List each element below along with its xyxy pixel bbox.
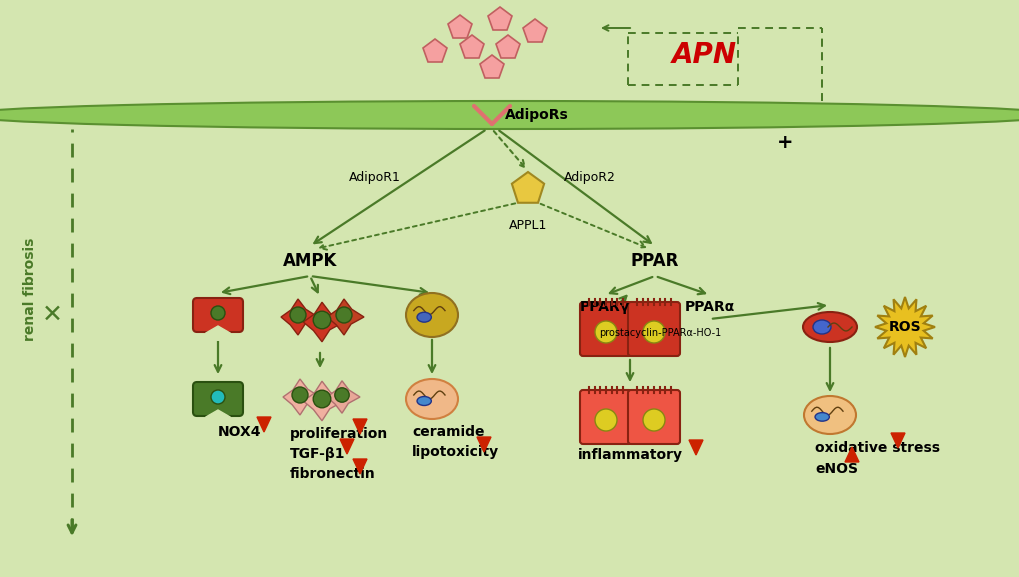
- Polygon shape: [487, 7, 512, 30]
- Circle shape: [211, 306, 225, 320]
- Text: ceramide: ceramide: [412, 425, 484, 439]
- Polygon shape: [523, 19, 546, 42]
- Ellipse shape: [0, 101, 1019, 129]
- Polygon shape: [423, 39, 446, 62]
- Ellipse shape: [814, 413, 828, 421]
- Text: prostacyclin-PPARα-HO-1: prostacyclin-PPARα-HO-1: [598, 328, 720, 338]
- Text: APN: APN: [672, 41, 737, 69]
- Polygon shape: [874, 297, 934, 357]
- Polygon shape: [353, 419, 367, 434]
- FancyBboxPatch shape: [193, 382, 243, 416]
- Text: AdipoR1: AdipoR1: [348, 170, 400, 183]
- Circle shape: [291, 387, 308, 403]
- Ellipse shape: [417, 396, 431, 406]
- Wedge shape: [206, 326, 230, 340]
- Polygon shape: [495, 35, 520, 58]
- Circle shape: [335, 307, 352, 323]
- Circle shape: [594, 409, 616, 431]
- Polygon shape: [477, 437, 490, 452]
- Polygon shape: [480, 55, 503, 78]
- Text: AdipoRs: AdipoRs: [504, 108, 569, 122]
- Circle shape: [289, 307, 306, 323]
- Text: proliferation: proliferation: [289, 427, 388, 441]
- FancyBboxPatch shape: [580, 302, 632, 356]
- Circle shape: [313, 311, 330, 329]
- Ellipse shape: [417, 312, 431, 322]
- Text: TGF-β1: TGF-β1: [289, 447, 345, 461]
- Ellipse shape: [406, 293, 458, 337]
- Circle shape: [334, 388, 348, 402]
- Ellipse shape: [802, 312, 856, 342]
- Polygon shape: [844, 447, 858, 462]
- Text: PPARα: PPARα: [684, 300, 735, 314]
- Text: ✕: ✕: [42, 303, 62, 327]
- Wedge shape: [206, 410, 230, 424]
- FancyBboxPatch shape: [628, 390, 680, 444]
- Polygon shape: [303, 381, 343, 421]
- Text: eNOS: eNOS: [814, 462, 857, 476]
- FancyBboxPatch shape: [580, 390, 632, 444]
- Polygon shape: [891, 433, 904, 448]
- Polygon shape: [353, 459, 367, 474]
- Ellipse shape: [803, 396, 855, 434]
- FancyBboxPatch shape: [193, 298, 243, 332]
- Polygon shape: [303, 302, 343, 342]
- Polygon shape: [326, 381, 360, 413]
- Polygon shape: [460, 35, 484, 58]
- Polygon shape: [257, 417, 271, 432]
- Circle shape: [642, 409, 664, 431]
- Text: AdipoR2: AdipoR2: [564, 170, 615, 183]
- FancyBboxPatch shape: [628, 302, 680, 356]
- Polygon shape: [339, 439, 354, 454]
- Text: PPAR: PPAR: [630, 252, 679, 270]
- Text: oxidative stress: oxidative stress: [814, 441, 940, 455]
- Polygon shape: [280, 299, 318, 335]
- Text: inflammatory: inflammatory: [577, 448, 682, 462]
- Circle shape: [642, 321, 664, 343]
- Polygon shape: [688, 440, 702, 455]
- Circle shape: [313, 390, 330, 408]
- Text: ROS: ROS: [888, 320, 920, 334]
- Ellipse shape: [812, 320, 830, 334]
- Text: PPARγ: PPARγ: [580, 300, 630, 314]
- Polygon shape: [512, 172, 543, 203]
- Text: lipotoxicity: lipotoxicity: [412, 445, 498, 459]
- Polygon shape: [447, 15, 472, 38]
- Text: AMPK: AMPK: [282, 252, 337, 270]
- Circle shape: [594, 321, 616, 343]
- Text: NOX4: NOX4: [218, 425, 261, 439]
- Text: fibronectin: fibronectin: [289, 467, 375, 481]
- Polygon shape: [327, 299, 364, 335]
- Text: +: +: [776, 133, 793, 152]
- Ellipse shape: [406, 379, 458, 419]
- Text: APPL1: APPL1: [508, 219, 546, 232]
- Circle shape: [211, 390, 225, 404]
- Polygon shape: [282, 379, 320, 415]
- Text: renal fibrosis: renal fibrosis: [23, 237, 37, 340]
